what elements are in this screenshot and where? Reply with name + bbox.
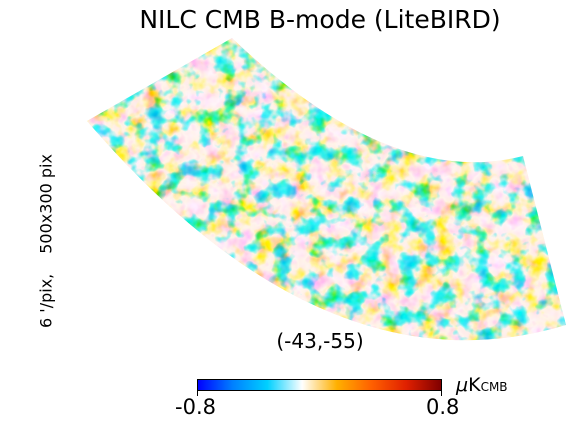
cmb-strip bbox=[87, 38, 566, 341]
plot-title: NILC CMB B-mode (LiteBIRD) bbox=[139, 5, 501, 34]
unit-prefix: μ bbox=[456, 374, 469, 396]
unit-subscript: CMB bbox=[480, 380, 508, 394]
center-coordinates: (-43,-55) bbox=[276, 329, 364, 353]
colorbar-max-tick bbox=[441, 391, 442, 396]
colorbar-min-label: -0.8 bbox=[175, 395, 216, 419]
colorbar-min-tick bbox=[197, 391, 198, 396]
colorbar-unit: μKCMB bbox=[456, 374, 508, 396]
colorbar bbox=[197, 379, 442, 391]
unit-main: K bbox=[468, 374, 481, 396]
colorbar-max-label: 0.8 bbox=[426, 395, 460, 419]
